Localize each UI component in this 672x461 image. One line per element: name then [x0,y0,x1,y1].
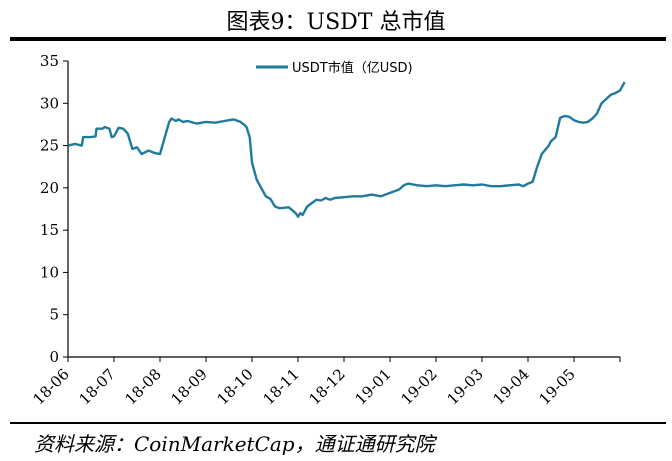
y-tick-label-15: 15 [40,221,59,239]
x-tick-label-18-12: 18-12 [306,365,349,408]
top-rule [10,37,666,41]
y-tick-label-10: 10 [40,263,59,281]
legend-label: USDT市值（亿USD) [292,60,413,76]
bottom-rule [10,422,666,424]
y-tick-label-5: 5 [49,306,59,324]
y-tick-label-35: 35 [40,52,59,70]
x-tick-label-18-09: 18-09 [168,365,211,408]
source-note: 资料来源：CoinMarketCap，通证通研究院 [34,432,435,456]
x-tick-label-19-04: 19-04 [490,365,533,408]
y-tick-label-0: 0 [49,348,59,366]
x-tick-label-18-10: 18-10 [214,365,257,408]
x-tick-label-19-02: 19-02 [398,365,441,408]
x-tick-label-19-03: 19-03 [444,365,487,408]
x-tick-label-18-07: 18-07 [76,365,119,408]
y-tick-label-25: 25 [40,137,59,155]
chart-title: 图表9：USDT 总市值 [226,10,446,35]
x-tick-label-19-01: 19-01 [352,365,395,408]
y-tick-label-20: 20 [40,179,59,197]
y-tick-label-30: 30 [40,94,59,112]
x-tick-label-18-06: 18-06 [30,365,73,408]
x-tick-label-18-11: 18-11 [260,365,303,408]
x-tick-label-18-08: 18-08 [122,365,165,408]
x-tick-label-19-05: 19-05 [536,365,579,408]
series-line-0 [67,81,626,218]
